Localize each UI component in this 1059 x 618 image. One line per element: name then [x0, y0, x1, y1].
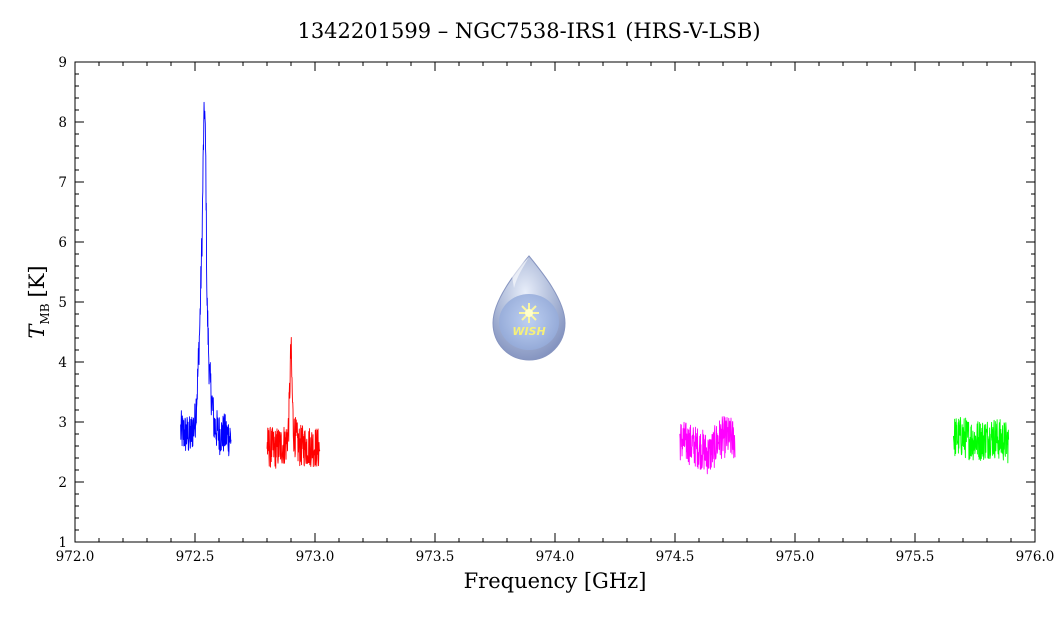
wish-logo: WISH	[492, 255, 566, 361]
x-tick-label: 976.0	[1016, 549, 1055, 565]
spectrum-series-1	[180, 101, 232, 457]
x-tick-label: 975.0	[776, 549, 815, 565]
y-axis-label: TMB [K]	[25, 265, 52, 338]
y-tick-label: 1	[58, 535, 67, 551]
y-tick-label: 6	[58, 235, 67, 251]
spectrum-series-4	[952, 416, 1010, 464]
x-tick-label: 973.0	[296, 549, 335, 565]
spectrum-series-3	[679, 416, 736, 475]
y-tick-label: 8	[58, 115, 67, 131]
y-axis-label-symbol: T	[25, 323, 49, 339]
x-axis-label: Frequency [GHz]	[464, 569, 647, 593]
y-axis-label-subscript: MB	[38, 303, 52, 324]
y-tick-label: 3	[58, 415, 67, 431]
x-tick-label: 972.0	[56, 549, 95, 565]
x-tick-label: 974.5	[656, 549, 695, 565]
wish-logo-text: WISH	[512, 325, 545, 338]
x-tick-label: 974.0	[536, 549, 575, 565]
x-tick-label: 975.5	[896, 549, 935, 565]
y-tick-label: 5	[58, 295, 67, 311]
ticks-layer	[74, 61, 1036, 543]
y-tick-label: 2	[58, 475, 67, 491]
x-tick-label: 972.5	[176, 549, 215, 565]
y-tick-label: 9	[58, 55, 67, 71]
x-tick-label: 973.5	[416, 549, 455, 565]
series-layer	[180, 101, 1010, 475]
y-tick-label: 7	[58, 175, 67, 191]
y-axis-label-unit: [K]	[25, 265, 49, 297]
y-tick-label: 4	[58, 355, 67, 371]
spectrum-series-2	[266, 336, 321, 469]
chart-title: 1342201599 – NGC7538-IRS1 (HRS-V-LSB)	[297, 19, 760, 43]
tick-labels: 972.0 972.5 973.0 973.5 974.0 974.5 975.0 975.5…	[56, 55, 1055, 565]
